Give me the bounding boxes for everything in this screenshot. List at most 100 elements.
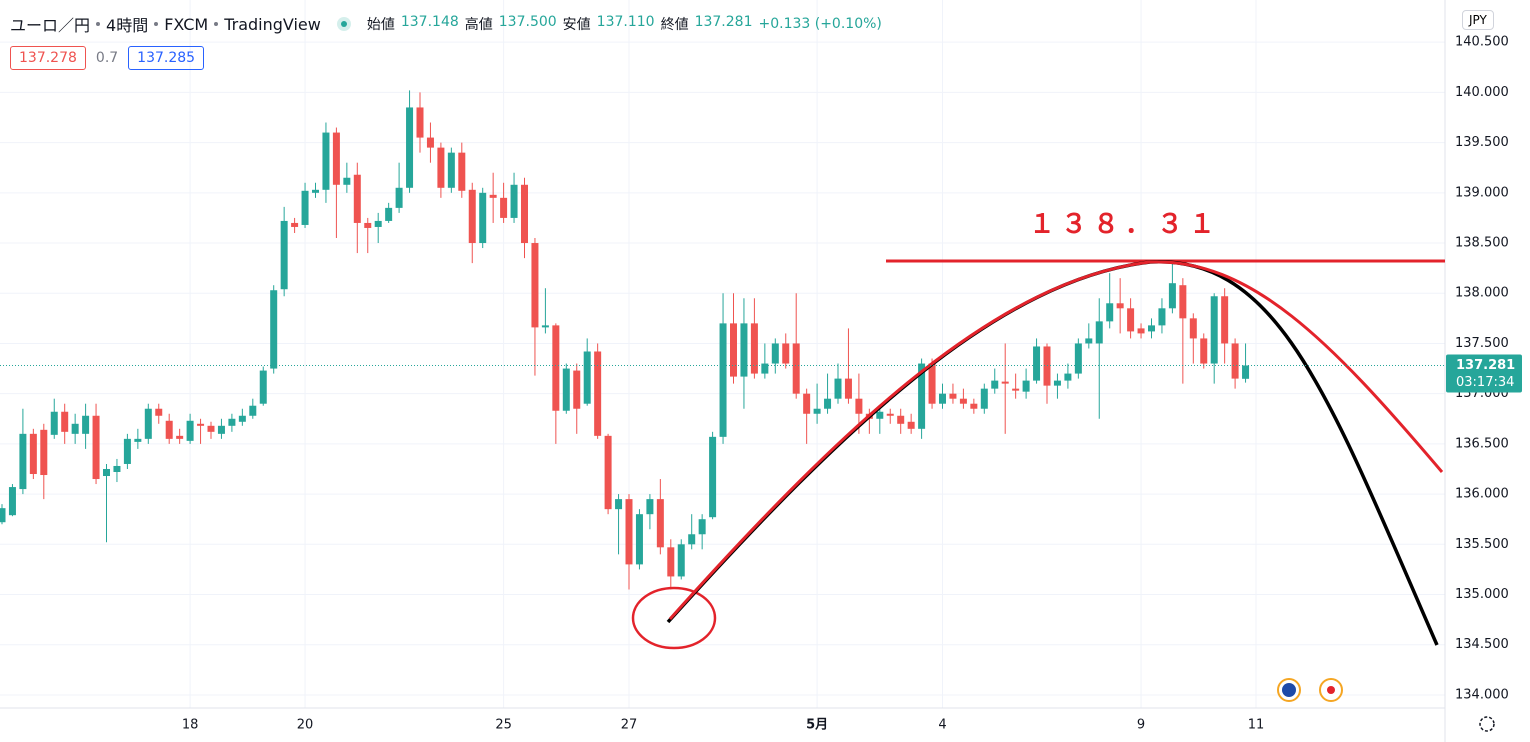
candle-body — [834, 378, 842, 399]
x-tick-label: 25 — [495, 718, 512, 733]
candle-body — [249, 405, 257, 416]
x-tick-label: 5月 — [806, 718, 828, 733]
candle-body — [594, 351, 602, 436]
candle-body — [886, 413, 894, 416]
candle-body — [719, 323, 727, 437]
candle-body — [1106, 303, 1114, 322]
candle-body — [646, 499, 654, 515]
candle-body — [656, 499, 664, 548]
candle-body — [939, 393, 946, 404]
candle-body — [1001, 381, 1009, 384]
candle-body — [688, 534, 696, 545]
candle-body — [730, 323, 737, 377]
candle-body — [1127, 308, 1135, 332]
candle-body — [1179, 285, 1187, 319]
candle-body — [40, 429, 48, 476]
ohlc-value: 137.500 — [498, 14, 557, 30]
y-tick-label: 136.500 — [1455, 436, 1509, 451]
candle-body — [531, 243, 539, 328]
candle-body — [61, 411, 69, 432]
candle-body — [479, 192, 487, 244]
settings-icon[interactable] — [1479, 716, 1495, 732]
change: +0.133 (+0.10%) — [758, 16, 882, 32]
candle-body — [385, 207, 393, 221]
candle-body — [92, 415, 100, 480]
bid[interactable]: 137.278 — [10, 46, 86, 70]
x-tick-label: 18 — [182, 718, 199, 733]
candle-body — [228, 418, 236, 426]
y-tick-label: 136.000 — [1455, 487, 1509, 502]
price-tag — [1446, 354, 1522, 393]
candle-body — [1168, 283, 1176, 309]
candle-body — [918, 363, 926, 429]
candle-body — [406, 107, 414, 188]
candle-body — [123, 438, 131, 464]
y-tick-label: 138.500 — [1455, 236, 1509, 251]
drawn-curve-black — [666, 260, 1439, 646]
candle-body — [980, 388, 988, 409]
candle-body — [437, 147, 445, 188]
candle-body — [8, 487, 16, 516]
annotation: １３８．３１ — [1029, 210, 1221, 240]
candle-body — [332, 132, 340, 185]
source: TradingView — [224, 14, 321, 34]
candle-body — [291, 222, 299, 227]
candle-body — [970, 403, 978, 409]
candle-body — [416, 107, 424, 138]
x-tick-label: 11 — [1248, 718, 1265, 733]
ohlc-value: 137.110 — [596, 14, 655, 30]
x-tick-label: 9 — [1137, 718, 1145, 733]
candle-body — [259, 370, 267, 404]
candle-body — [322, 132, 330, 190]
candle-body — [155, 408, 163, 416]
candle-body — [761, 363, 769, 374]
candle-body — [426, 137, 434, 148]
ohlc-label: 安値 — [562, 17, 591, 33]
currency-button[interactable]: JPY — [1462, 10, 1494, 30]
candle-body — [19, 433, 27, 490]
ohlc-label: 始値 — [366, 17, 395, 33]
candle-body — [604, 435, 612, 510]
candle-body — [562, 368, 570, 411]
candle-body — [1116, 303, 1124, 309]
candle-body — [1137, 328, 1145, 334]
y-tick-label: 138.000 — [1455, 286, 1509, 301]
y-tick-label: 134.000 — [1455, 687, 1509, 702]
candle-body — [217, 425, 225, 434]
candle-body — [301, 190, 309, 225]
candle-body — [0, 508, 6, 523]
ask[interactable]: 137.285 — [128, 46, 205, 70]
event-icon-inner — [1282, 683, 1296, 697]
candle-body — [1095, 321, 1103, 344]
candle-body — [1064, 373, 1072, 381]
candle-body — [364, 222, 372, 228]
candles — [0, 90, 1250, 590]
candle-body — [50, 411, 58, 435]
candle-body — [103, 468, 110, 477]
candle-body — [1221, 296, 1229, 344]
candle-body — [991, 380, 999, 389]
y-tick-label: 135.000 — [1455, 587, 1509, 602]
candle-body — [625, 499, 633, 565]
candle-body — [1158, 308, 1166, 326]
candle-body — [698, 519, 706, 535]
x-tick-label: 4 — [938, 718, 946, 733]
y-tick-label: 140.500 — [1455, 35, 1509, 50]
candle-body — [635, 514, 643, 565]
candle-body — [855, 398, 863, 414]
candle-body — [500, 197, 508, 218]
candle-body — [29, 433, 37, 475]
ohlc: 始値 137.148 高値 137.500 安値 137.110 終値 137.281 — [367, 14, 753, 34]
candle-body — [312, 189, 319, 193]
candle-body — [489, 194, 497, 198]
candle-body — [280, 220, 288, 290]
candle-body — [207, 425, 215, 432]
ohlc-label: 高値 — [464, 17, 493, 33]
candle-body — [1043, 346, 1051, 386]
candle-body — [343, 177, 351, 185]
drawn-circle — [631, 586, 717, 650]
candle-body — [959, 398, 967, 404]
bid-ask: 137.278 0.7 137.285 — [10, 46, 205, 70]
candle-body — [186, 420, 194, 441]
candle-body — [541, 325, 549, 328]
